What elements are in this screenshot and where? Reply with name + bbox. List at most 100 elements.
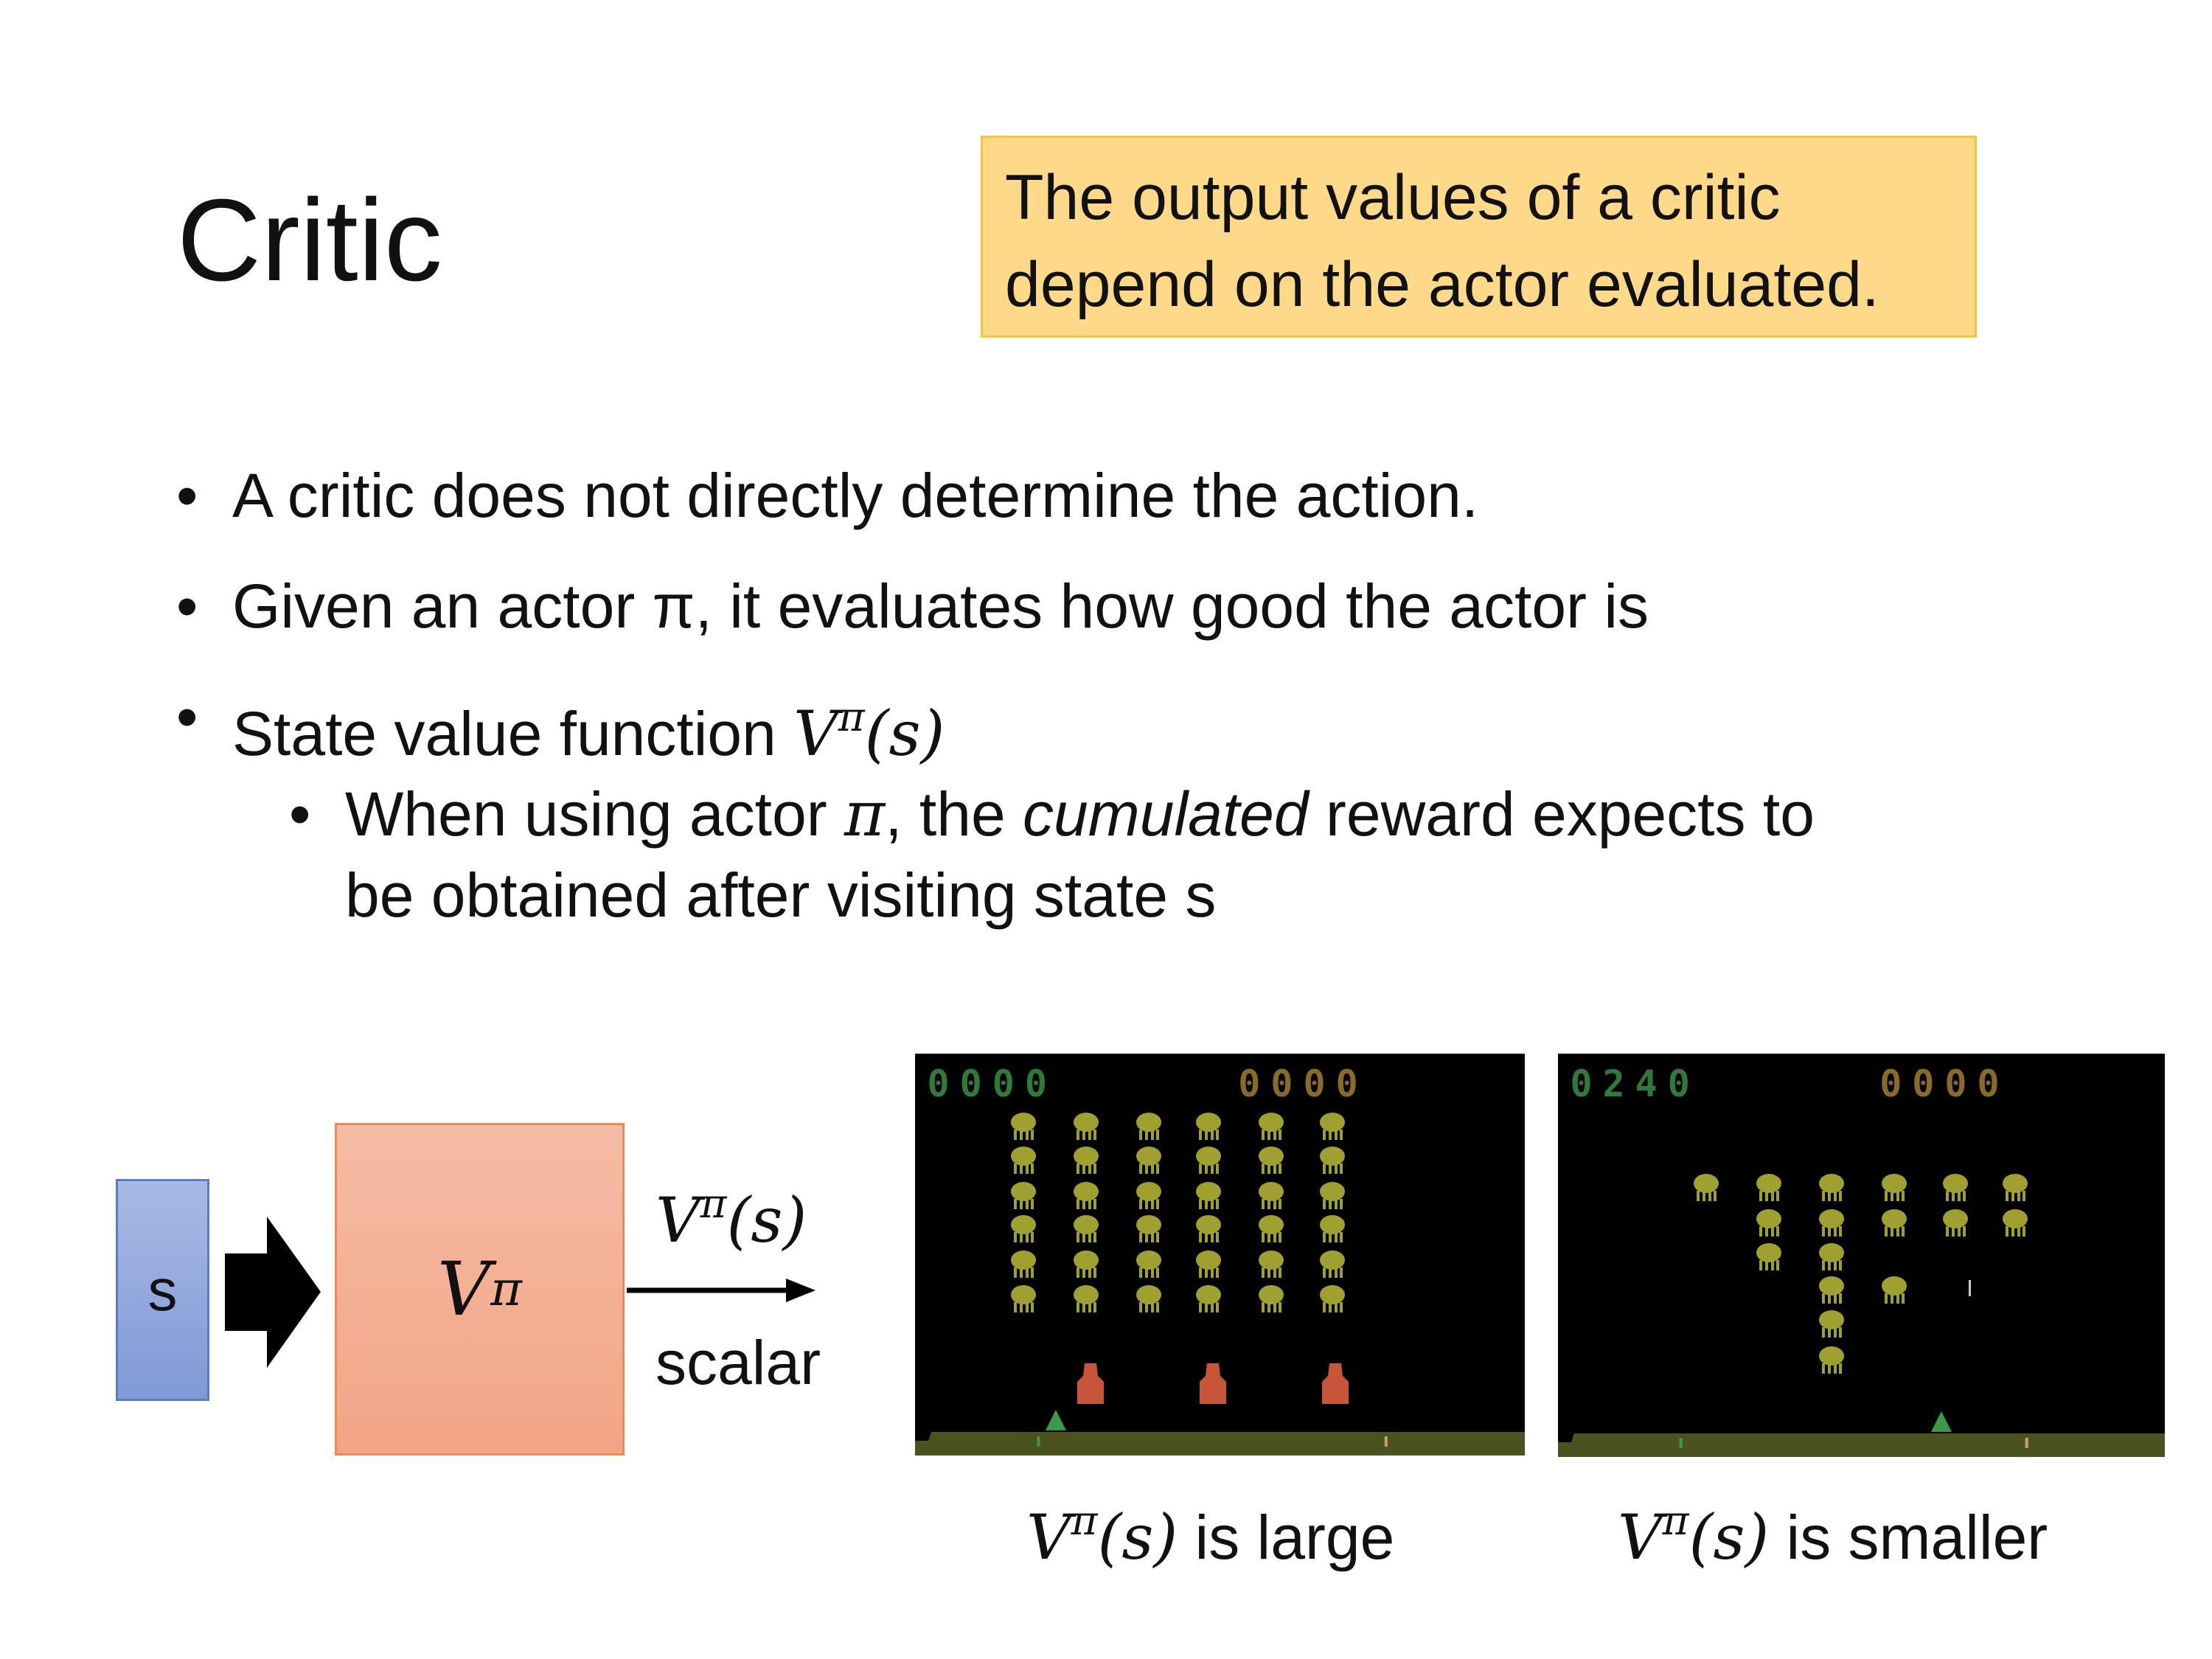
invader-sprite [1196,1113,1221,1140]
network-pi: π [490,1262,522,1317]
cannon [1931,1411,1952,1432]
state-input-box: s [116,1179,209,1401]
caption-smaller: Vπ(s) is smaller [1618,1497,2048,1573]
invader-sprite [1320,1285,1345,1312]
bunker [1322,1363,1349,1404]
sub-text-2: , the [885,779,1023,849]
bunker [1200,1363,1226,1404]
math-pi: π [844,778,886,850]
invader-sprite [1943,1174,1968,1201]
output-label: Vπ(s) [655,1180,807,1256]
ground-marker [1384,1436,1388,1447]
bullet-dot: • [176,571,198,641]
bullet-dot: • [176,461,198,530]
score-player-2: 0000 [1238,1062,1368,1105]
slide-title: Critic [177,175,442,305]
state-label: s [147,1256,178,1323]
output-pi: π [700,1180,727,1227]
invader-sprite [1136,1215,1161,1242]
invader-sprite [1819,1346,1844,1374]
invader-sprite [1882,1276,1907,1304]
output-arrow-icon [627,1279,815,1302]
invader-sprite [1196,1147,1221,1174]
invader-sprite [1882,1209,1907,1237]
game-screenshot-large: 0000 0000 [915,1054,1525,1455]
math-pi: π [838,693,865,740]
invader-sprite [1756,1174,1781,1201]
bullet-1: • A critic does not directly determine t… [176,459,1478,532]
ground-marker [1037,1436,1040,1447]
invader-sprite [1756,1243,1781,1270]
bunker [1077,1363,1104,1404]
sub-bullet: • When using actor π, the cumulated rewa… [289,777,1815,932]
caption-arg: (s) [1688,1500,1770,1573]
caption-large: Vπ(s) is large [1026,1497,1394,1573]
sub-line-2: be obtained after visiting state s [345,860,1217,930]
bullet-dot: • [289,779,311,849]
invader-sprite [1259,1113,1284,1140]
invader-sprite [1819,1174,1844,1201]
invader-sprite [1819,1243,1844,1270]
bullet-text: State value function [232,698,794,768]
invader-sprite [1196,1251,1221,1278]
invader-sprite [1320,1113,1345,1140]
ground [915,1432,1525,1455]
caption-v: V [1026,1500,1071,1573]
sub-text-1: When using actor [345,779,845,849]
invader-sprite [1259,1251,1284,1278]
invader-sprite [2003,1174,2028,1201]
invader-sprite [1074,1251,1099,1278]
invader-sprite [1074,1147,1099,1174]
invader-sprite [1196,1215,1221,1242]
invader-sprite [1136,1285,1161,1312]
invader-sprite [1259,1215,1284,1242]
invader-sprite [1011,1113,1036,1140]
invader-sprite [1694,1174,1719,1201]
bullet-2: • Given an actor π, it evaluates how goo… [176,569,1649,643]
ground-marker [1679,1438,1683,1448]
invader-sprite [1320,1147,1345,1174]
game-screenshot-smaller: 0240 0000 [1558,1054,2165,1457]
caption-pi: π [1662,1497,1689,1544]
caption-arg: (s) [1097,1500,1178,1573]
invader-sprite [1259,1285,1284,1312]
sub-italic: cumulated [1023,779,1309,849]
invader-sprite [1136,1113,1161,1140]
invader-sprite [1011,1147,1036,1174]
invader-sprite [1011,1285,1036,1312]
invader-sprite [1259,1147,1284,1174]
invader-sprite [1136,1182,1161,1209]
math-arg: (s) [864,697,945,770]
score-player-2: 0000 [1879,1062,2009,1105]
invader-sprite [1011,1215,1036,1242]
invader-sprite [1320,1215,1345,1242]
invader-sprite [1074,1113,1099,1140]
invader-sprite [1943,1209,1968,1237]
invader-sprite [1259,1182,1284,1209]
invader-sprite [1819,1276,1844,1304]
caption-v: V [1618,1500,1663,1573]
bullet-3: • State value function Vπ(s) [176,680,945,771]
invader-sprite [1011,1251,1036,1278]
output-v: V [655,1183,700,1256]
invader-sprite [2003,1209,2028,1237]
ground [1558,1433,2165,1457]
math-v: V [793,697,838,770]
caption-text: is smaller [1769,1502,2048,1572]
invader-sprite [1819,1310,1844,1338]
invader-sprite [1074,1285,1099,1312]
callout-line-2: depend on the actor evaluated. [1005,249,1879,320]
invader-sprite [1011,1182,1036,1209]
invader-sprite [1136,1147,1161,1174]
callout-line-1: The output values of a critic [1005,162,1781,233]
bullet-dot: • [176,682,198,751]
block-arrow-icon [225,1217,321,1368]
score-player-1: 0240 [1570,1062,1700,1105]
invader-sprite [1756,1209,1781,1237]
invader-sprite [1196,1285,1221,1312]
invader-sprite [1819,1209,1844,1237]
network-v: V [437,1246,491,1332]
invader-sprite [1074,1215,1099,1242]
callout-box: The output values of a critic depend on … [981,136,1977,338]
